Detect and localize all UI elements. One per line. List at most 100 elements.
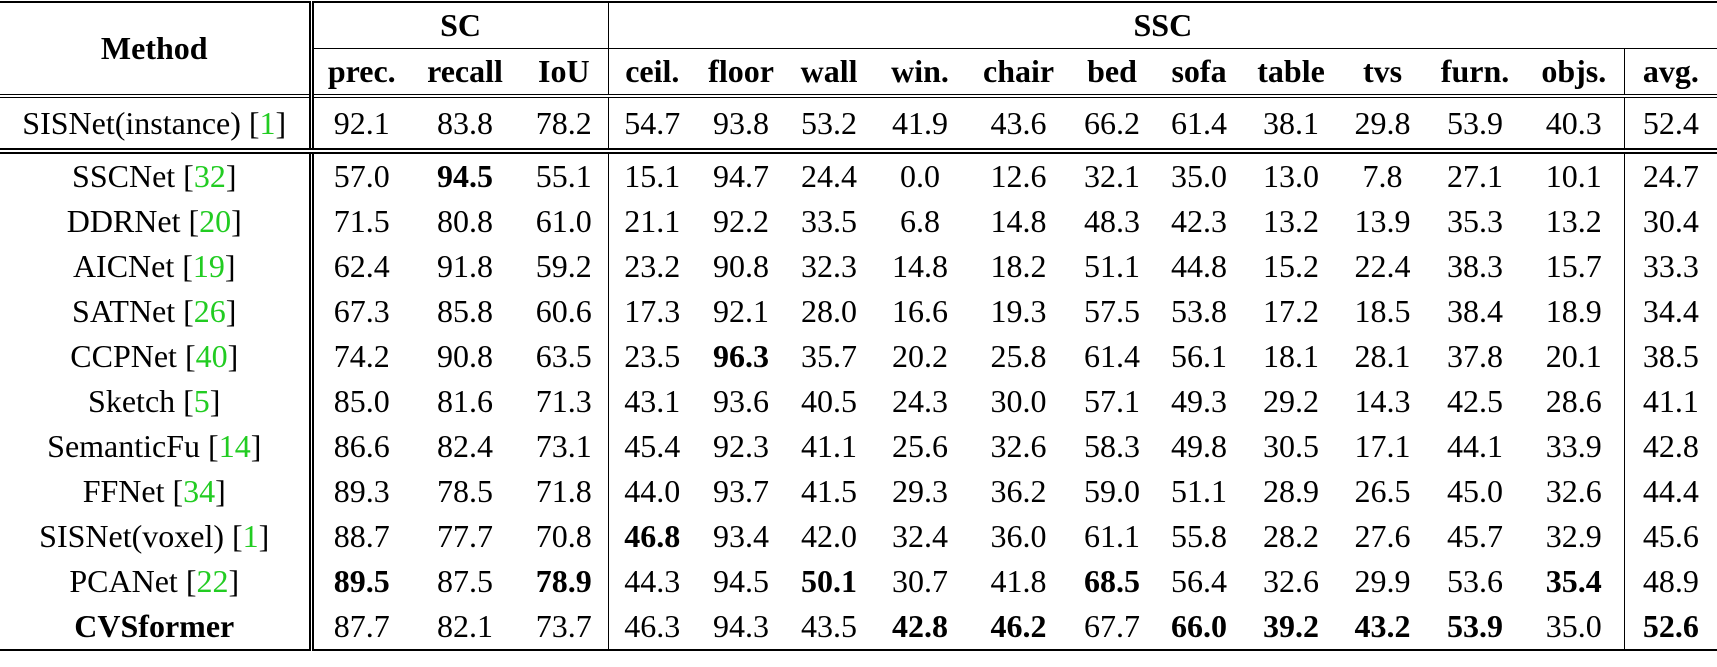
value-cell: 78.9 xyxy=(535,563,592,599)
citation-bracket: ] xyxy=(225,293,237,329)
value-cell: 41.9 xyxy=(872,96,969,154)
value-cell: 18.2 xyxy=(990,248,1047,284)
header-row: Method SC SSC xyxy=(0,1,1717,98)
method-cell: CCPNet [40] xyxy=(0,334,314,379)
value-cell: 33.9 xyxy=(1545,428,1602,464)
method-cell: SemanticFu [14] xyxy=(0,424,314,469)
value-cell: 13.9 xyxy=(1354,203,1411,239)
value-cell: 23.5 xyxy=(607,334,697,379)
value-cell: 94.5 xyxy=(713,563,770,599)
value-cell: 30.5 xyxy=(1263,428,1320,464)
value-cell: 29.9 xyxy=(1354,563,1411,599)
method-cell: SISNet(instance) [1] xyxy=(0,96,314,154)
value-cell: 23.2 xyxy=(607,244,697,289)
value-cell: 50.1 xyxy=(801,563,858,599)
value-cell: 15.1 xyxy=(607,151,697,199)
value-cell: 29.3 xyxy=(892,473,949,509)
value-cell: 78.2 xyxy=(520,96,609,154)
value-cell: 41.5 xyxy=(801,473,858,509)
value-cell: 51.1 xyxy=(1084,248,1141,284)
value-cell: 57.1 xyxy=(1084,383,1141,419)
column-header: bed xyxy=(1069,48,1156,98)
method-cell: CVSformer xyxy=(0,604,314,651)
citation-bracket: [ xyxy=(184,338,196,374)
value-cell: 92.1 xyxy=(713,293,770,329)
table-row: SATNet [26] 67.3 85.8 60.6 17.3 92.1 28.0 16.6 1… xyxy=(0,289,1717,334)
value-cell: 32.3 xyxy=(801,248,858,284)
citation-bracket: ] xyxy=(258,518,270,554)
value-cell: 30.0 xyxy=(990,383,1047,419)
value-cell: 46.3 xyxy=(607,604,697,651)
method-name: FFNet xyxy=(82,473,165,509)
citation-bracket: ] xyxy=(225,158,237,194)
value-cell: 30.7 xyxy=(892,563,949,599)
value-cell: 28.6 xyxy=(1545,383,1602,419)
value-cell: 94.7 xyxy=(713,158,770,194)
value-cell: 90.8 xyxy=(437,338,493,374)
value-cell: 90.8 xyxy=(713,248,770,284)
value-cell: 92.2 xyxy=(713,203,770,239)
value-cell: 43.1 xyxy=(607,379,697,424)
value-cell: 94.3 xyxy=(696,604,787,651)
table-row: FFNet [34] 89.3 78.5 71.8 44.0 93.7 41.5 29.3 36… xyxy=(0,469,1717,514)
value-cell: 27.6 xyxy=(1354,518,1411,554)
value-cell: 39.2 xyxy=(1243,604,1340,651)
value-cell: 44.8 xyxy=(1171,248,1228,284)
column-header: chair xyxy=(968,48,1070,98)
value-cell: 37.8 xyxy=(1447,338,1504,374)
value-cell: 67.3 xyxy=(333,293,390,329)
value-cell: 19.3 xyxy=(990,293,1047,329)
value-cell: 38.1 xyxy=(1243,96,1340,154)
method-name: SATNet xyxy=(72,293,176,329)
value-cell: 42.5 xyxy=(1447,383,1504,419)
column-header: objs. xyxy=(1524,48,1625,98)
value-cell: 44.4 xyxy=(1623,469,1717,514)
value-cell: 24.7 xyxy=(1623,151,1717,199)
value-cell: 45.7 xyxy=(1447,518,1504,554)
value-cell: 42.0 xyxy=(801,518,858,554)
value-cell: 35.0 xyxy=(1524,604,1625,651)
value-cell: 61.4 xyxy=(1155,96,1244,154)
value-cell: 59.2 xyxy=(535,248,592,284)
table-row: SISNet(instance) [1] 92.1 83.8 78.2 54.7 93.8… xyxy=(0,96,1717,154)
value-cell: 13.2 xyxy=(1263,203,1320,239)
value-cell: 28.9 xyxy=(1263,473,1320,509)
citation-bracket: ] xyxy=(231,203,242,239)
group-header: SC xyxy=(311,1,609,49)
value-cell: 85.8 xyxy=(437,293,493,329)
citation: 1 xyxy=(242,518,259,554)
value-cell: 63.5 xyxy=(535,338,592,374)
method-cell: SISNet(voxel) [1] xyxy=(0,514,314,559)
value-cell: 53.2 xyxy=(786,96,873,154)
value-cell: 38.5 xyxy=(1623,334,1717,379)
value-cell: 80.8 xyxy=(437,203,493,239)
value-cell: 14.8 xyxy=(892,248,949,284)
value-cell: 52.4 xyxy=(1623,96,1717,154)
citation-bracket: [ xyxy=(185,563,197,599)
value-cell: 20.1 xyxy=(1545,338,1602,374)
value-cell: 43.2 xyxy=(1339,604,1427,651)
value-cell: 93.7 xyxy=(713,473,770,509)
column-header: prec. xyxy=(311,48,410,98)
value-cell: 33.3 xyxy=(1623,244,1717,289)
value-cell: 73.7 xyxy=(520,604,609,651)
value-cell: 15.7 xyxy=(1545,248,1602,284)
value-cell: 61.0 xyxy=(535,203,592,239)
value-cell: 61.4 xyxy=(1084,338,1141,374)
citation-bracket: [ xyxy=(183,383,194,419)
citation-bracket: ] xyxy=(250,428,262,464)
citation: 32 xyxy=(193,158,226,194)
column-header: table xyxy=(1243,48,1340,98)
column-header: IoU xyxy=(520,48,609,98)
column-header: avg. xyxy=(1623,48,1717,98)
value-cell: 94.5 xyxy=(437,158,493,194)
value-cell: 92.1 xyxy=(311,96,410,154)
value-cell: 35.3 xyxy=(1447,203,1504,239)
table-row: CVSformer 87.7 82.1 73.7 46.3 94.3 43.5 42.8 46.… xyxy=(0,604,1717,651)
value-cell: 53.9 xyxy=(1426,604,1525,651)
value-cell: 74.2 xyxy=(333,338,390,374)
column-header: furn. xyxy=(1426,48,1525,98)
value-cell: 53.9 xyxy=(1426,96,1525,154)
citation: 26 xyxy=(193,293,226,329)
value-cell: 6.8 xyxy=(900,203,941,239)
